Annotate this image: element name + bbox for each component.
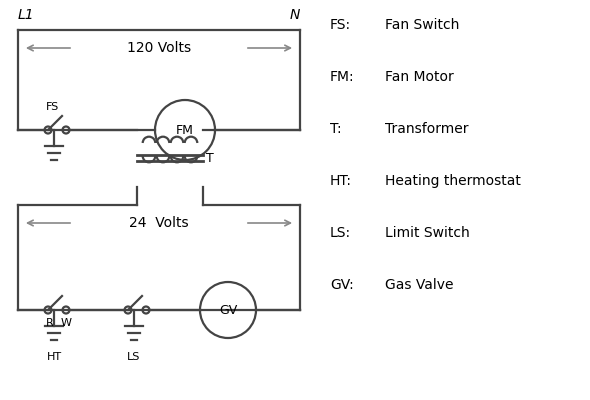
Text: Fan Motor: Fan Motor — [385, 70, 454, 84]
Text: FM:: FM: — [330, 70, 355, 84]
Text: Transformer: Transformer — [385, 122, 468, 136]
Text: Heating thermostat: Heating thermostat — [385, 174, 521, 188]
Text: LS:: LS: — [330, 226, 351, 240]
Text: FM: FM — [176, 124, 194, 136]
Text: Limit Switch: Limit Switch — [385, 226, 470, 240]
Text: Fan Switch: Fan Switch — [385, 18, 460, 32]
Text: T: T — [206, 152, 214, 164]
Text: GV: GV — [219, 304, 237, 316]
Text: FS: FS — [46, 102, 59, 112]
Text: GV:: GV: — [330, 278, 354, 292]
Text: T:: T: — [330, 122, 342, 136]
Text: 120 Volts: 120 Volts — [127, 41, 191, 55]
Text: FS:: FS: — [330, 18, 351, 32]
Text: W: W — [61, 318, 71, 328]
Text: L1: L1 — [18, 8, 35, 22]
Text: 24  Volts: 24 Volts — [129, 216, 189, 230]
Text: Gas Valve: Gas Valve — [385, 278, 454, 292]
Text: LS: LS — [127, 352, 140, 362]
Text: N: N — [290, 8, 300, 22]
Text: HT:: HT: — [330, 174, 352, 188]
Text: HT: HT — [47, 352, 61, 362]
Text: R: R — [46, 318, 54, 328]
